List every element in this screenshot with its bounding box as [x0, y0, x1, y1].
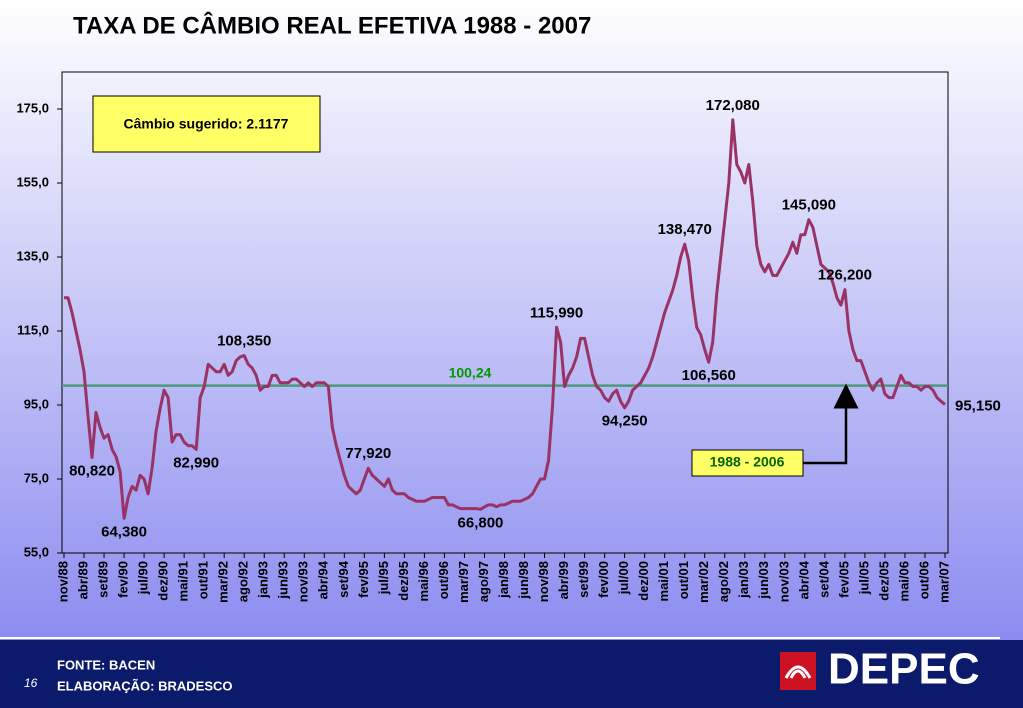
data-label: 77,920: [345, 445, 391, 462]
data-label: 106,560: [682, 367, 736, 384]
y-tick-label: 155,0: [16, 174, 49, 189]
x-tick-label: set/94: [336, 560, 351, 598]
x-tick-label: set/89: [95, 561, 110, 598]
x-tick-label: jun/93: [276, 561, 291, 600]
x-tick-label: jan/03: [736, 561, 751, 599]
x-tick-label: fev/95: [356, 561, 371, 598]
x-tick-label: jul/05: [856, 561, 871, 595]
x-tick-label: fev/90: [116, 561, 131, 598]
credit: ELABORAÇÃO: BRADESCO: [57, 678, 233, 693]
x-tick-label: jul/90: [136, 561, 151, 595]
x-tick-label: ago/92: [236, 561, 251, 602]
x-tick-label: nov/88: [55, 561, 70, 602]
x-tick-label: mai/96: [416, 561, 431, 601]
data-label: 66,800: [458, 514, 504, 531]
x-tick-label: mai/91: [176, 561, 191, 601]
data-label: 82,990: [173, 454, 219, 471]
x-tick-label: mar/97: [456, 561, 471, 603]
x-tick-label: abr/89: [75, 561, 90, 599]
y-tick-label: 135,0: [16, 248, 49, 263]
data-label: 108,350: [217, 333, 271, 350]
x-tick-label: abr/99: [556, 561, 571, 599]
data-label: 115,990: [530, 304, 583, 321]
data-label: 95,150: [955, 397, 1001, 414]
x-tick-label: abr/04: [796, 560, 811, 599]
data-label: 126,200: [818, 267, 872, 284]
series-line: [64, 118, 946, 520]
x-tick-label: jan/93: [256, 561, 271, 599]
x-tick-label: fev/05: [836, 561, 851, 598]
x-tick-label: out/91: [196, 561, 211, 599]
x-tick-label: set/99: [576, 561, 591, 598]
x-tick-label: out/01: [676, 561, 691, 599]
annotation: Câmbio sugerido: 2.1177: [124, 116, 289, 132]
x-tick-label: ago/97: [476, 561, 491, 602]
x-tick-label: mar/02: [696, 561, 711, 603]
x-tick-label: set/04: [816, 560, 831, 598]
x-tick-label: ago/02: [716, 561, 731, 602]
data-label: 145,090: [782, 197, 836, 214]
x-tick-label: dez/00: [636, 561, 651, 601]
data-label: 172,080: [706, 97, 760, 114]
x-tick-label: abr/94: [316, 560, 331, 599]
x-tick-label: dez/95: [396, 561, 411, 601]
x-tick-label: mai/01: [656, 561, 671, 601]
y-tick-label: 75,0: [24, 470, 49, 485]
logo-mark: [784, 665, 812, 679]
x-tick-label: nov/98: [536, 561, 551, 602]
x-tick-label: jun/98: [516, 561, 531, 600]
arrow: [803, 383, 859, 465]
y-tick-label: 95,0: [24, 396, 49, 411]
x-tick-label: out/06: [916, 561, 931, 599]
data-label: 64,380: [101, 523, 147, 540]
x-tick-label: dez/90: [156, 561, 171, 601]
page-number: 16: [24, 676, 38, 690]
x-tick-label: mai/06: [896, 561, 911, 601]
data-label: 94,250: [602, 413, 648, 430]
x-tick-label: jul/95: [376, 561, 391, 595]
logo: DEPEC: [828, 645, 980, 694]
reference-label: 100,24: [449, 364, 492, 380]
y-tick-label: 55,0: [24, 544, 49, 559]
source: FONTE: BACEN: [57, 657, 155, 672]
chart-title: TAXA DE CÂMBIO REAL EFETIVA 1988 - 2007: [73, 11, 591, 39]
data-label: 138,470: [658, 221, 712, 238]
x-tick-label: nov/03: [776, 561, 791, 602]
x-tick-label: jan/98: [496, 561, 511, 599]
x-tick-label: fev/00: [596, 561, 611, 598]
annotation: 1988 - 2006: [710, 454, 785, 470]
y-tick-label: 175,0: [16, 100, 49, 115]
x-tick-label: dez/05: [876, 561, 891, 601]
annotation-box: [691, 449, 804, 477]
x-tick-label: jun/03: [756, 561, 771, 600]
x-tick-label: nov/93: [296, 561, 311, 602]
x-tick-label: mar/92: [216, 561, 231, 603]
data-label: 80,820: [69, 462, 115, 479]
annotation-box: [92, 95, 321, 153]
x-tick-label: out/96: [436, 561, 451, 599]
footer-band: [0, 640, 1023, 708]
x-tick-label: mar/07: [936, 561, 951, 603]
x-tick-label: jul/00: [616, 561, 631, 595]
y-tick-label: 115,0: [17, 322, 49, 337]
